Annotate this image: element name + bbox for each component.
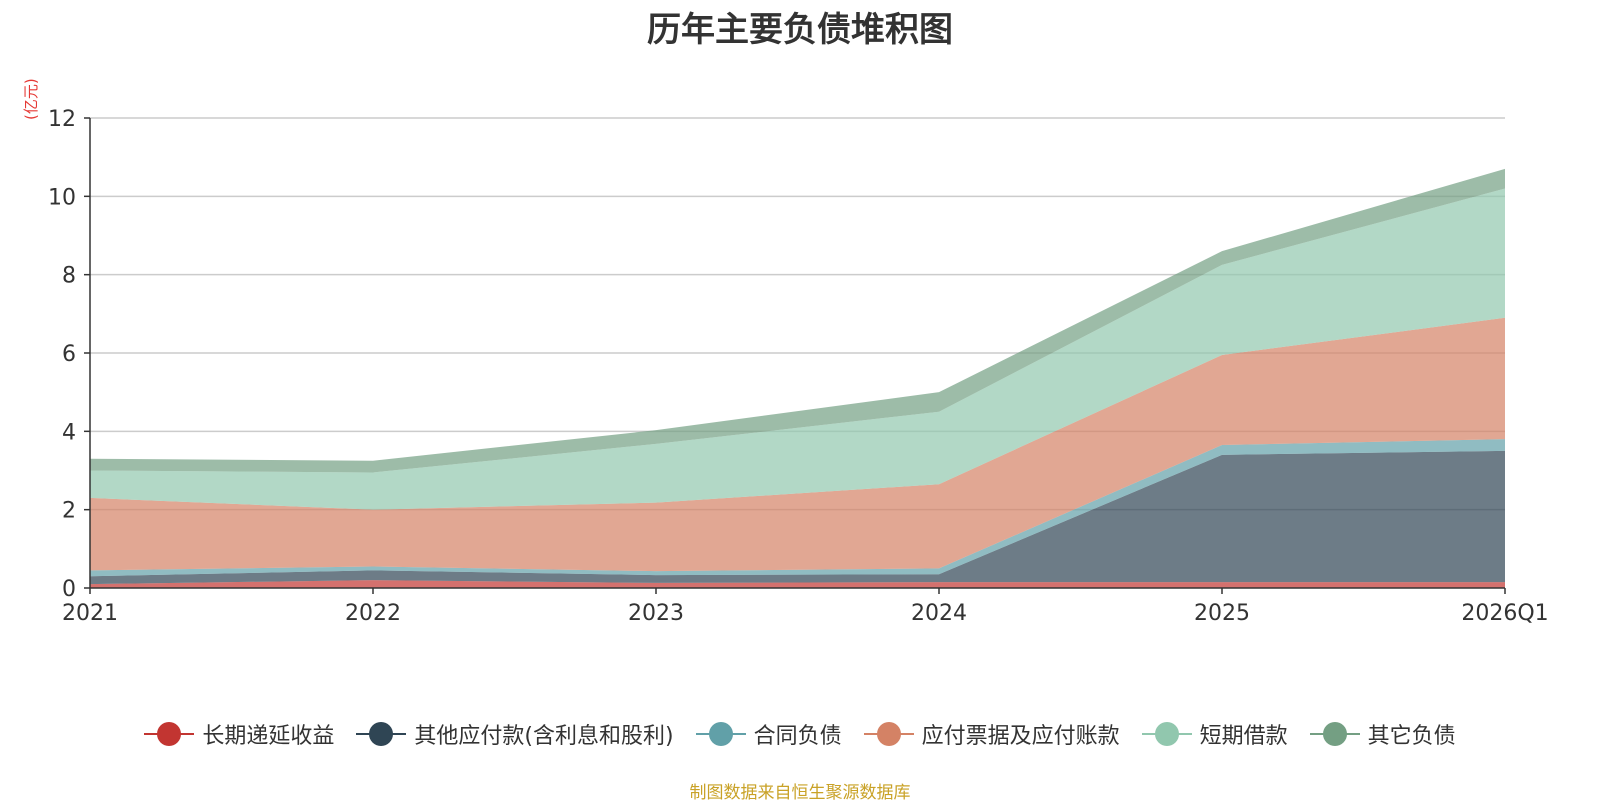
x-tick-label: 2024 [911, 601, 967, 626]
axes: 0 2 4 6 8 10 12 2021 2022 2023 2024 2025 2026Q1 [48, 107, 1549, 626]
legend-item[interactable]: 其它负债 [1309, 718, 1456, 750]
legend-marker-icon [144, 722, 195, 746]
legend-item[interactable]: 其他应付款(含利息和股利) [356, 718, 674, 750]
legend-marker-icon [356, 722, 407, 746]
data-source-note: 制图数据来自恒生聚源数据库 [689, 783, 911, 803]
y-tick-label: 12 [48, 107, 76, 132]
y-tick-label: 6 [62, 342, 76, 367]
y-tick-label: 8 [62, 264, 76, 289]
legend-marker-icon [695, 722, 746, 746]
x-tick-label: 2025 [1194, 601, 1250, 626]
legend-item[interactable]: 应付票据及应付账款 [863, 718, 1120, 750]
y-tick-label: 2 [62, 499, 76, 524]
area-series-4 [90, 317, 1505, 572]
x-tick-label: 2026Q1 [1461, 601, 1548, 626]
legend-marker-icon [1141, 722, 1192, 746]
area-series-5 [90, 188, 1505, 510]
chart-title: 历年主要负债堆积图 [647, 10, 953, 50]
legend-marker-icon [863, 722, 914, 746]
x-tick-label: 2021 [62, 601, 118, 626]
legend-label: 长期递延收益 [202, 724, 335, 749]
legend-label: 应付票据及应付账款 [921, 724, 1120, 749]
y-tick-label: 0 [62, 577, 76, 602]
area-series-3 [90, 439, 1505, 577]
legend-label: 短期借款 [1199, 724, 1288, 749]
legend: 长期递延收益 其他应付款(含利息和股利) 合同负债 应付票据及应付账款 短期借款 其它负债 [0, 718, 1600, 750]
area-series-6 [90, 168, 1505, 473]
x-tick-label: 2022 [345, 601, 401, 626]
legend-item[interactable]: 合同负债 [695, 718, 842, 750]
legend-label: 其他应付款(含利息和股利) [414, 724, 674, 749]
series-areas [90, 168, 1505, 588]
y-tick-label: 4 [62, 420, 76, 445]
legend-label: 合同负债 [753, 724, 842, 749]
x-tick-label: 2023 [628, 601, 684, 626]
legend-item[interactable]: 长期递延收益 [144, 718, 334, 750]
legend-item[interactable]: 短期借款 [1141, 718, 1288, 750]
area-series-2 [90, 450, 1505, 585]
legend-label: 其它负债 [1367, 724, 1456, 749]
legend-marker-icon [1309, 722, 1360, 746]
y-tick-label: 10 [48, 185, 76, 210]
